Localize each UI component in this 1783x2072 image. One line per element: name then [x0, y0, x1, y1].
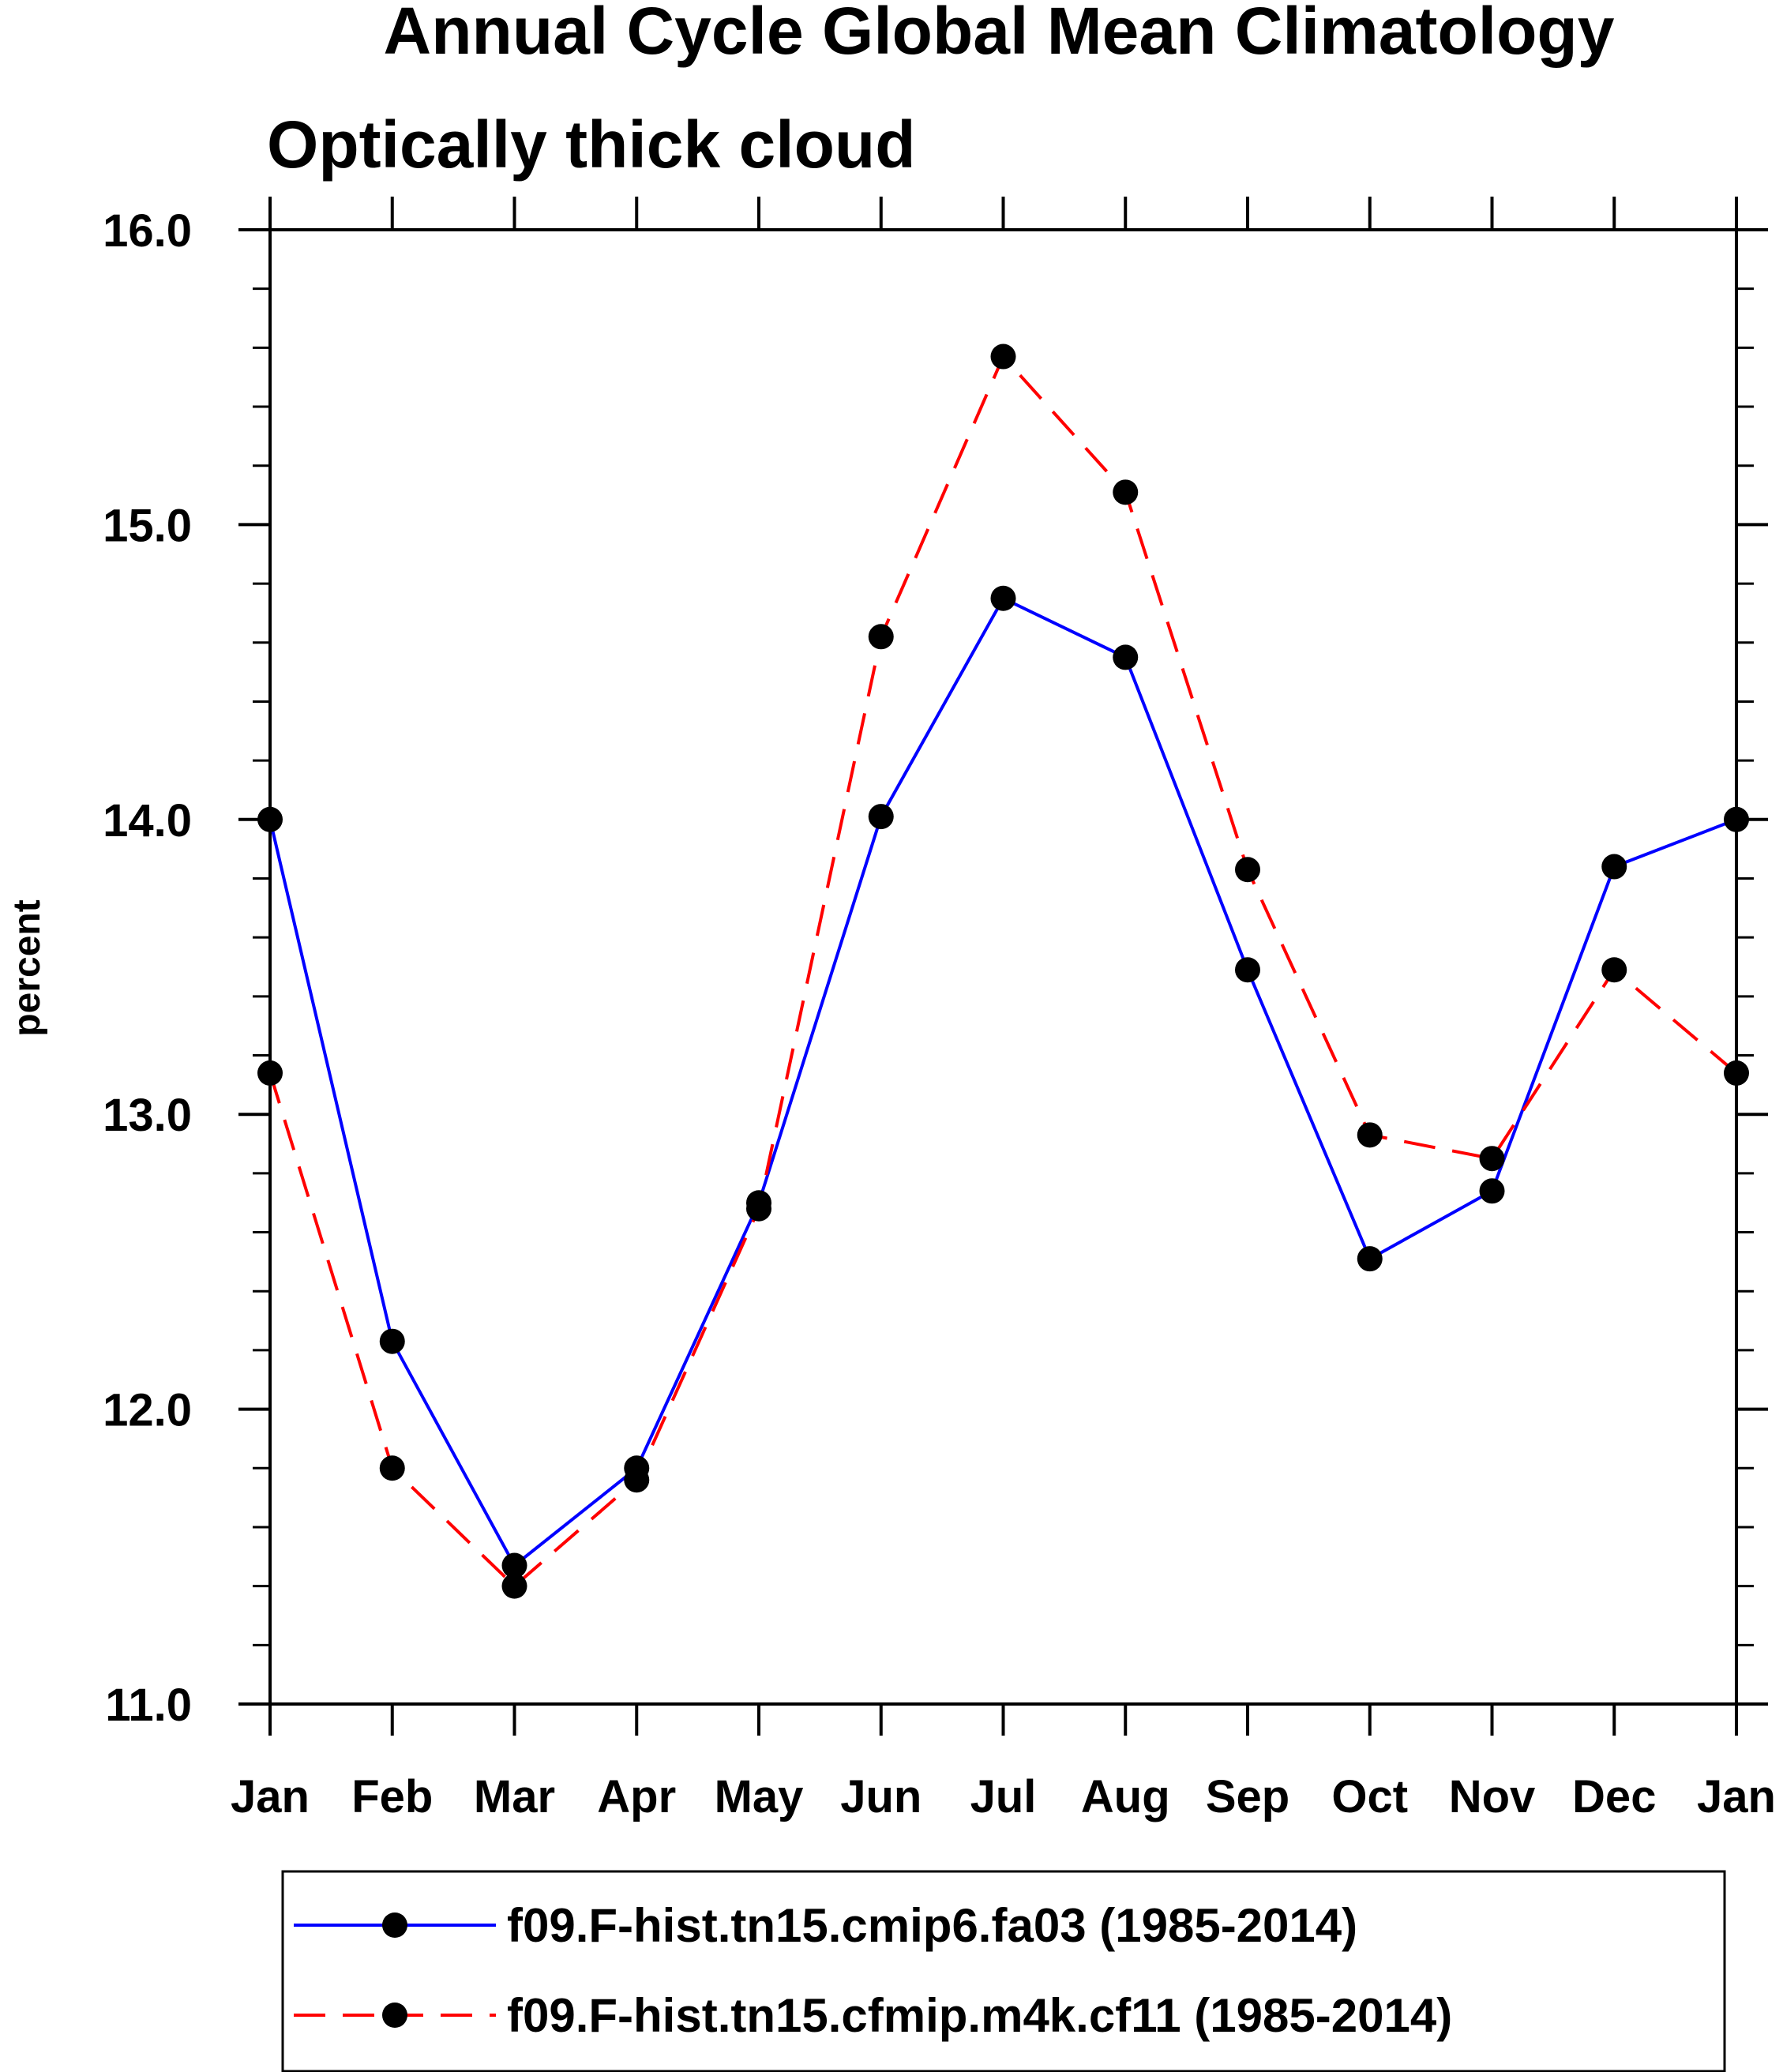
data-point-series-1: [1479, 1178, 1505, 1204]
legend-marker-series-1: [382, 1912, 407, 1938]
data-point-series-2: [1601, 957, 1627, 983]
legend-label-series-1: f09.F-hist.tn15.cmip6.fa03 (1985-2014): [507, 1899, 1357, 1952]
data-point-series-2: [1724, 1060, 1749, 1086]
y-tick-label: 11.0: [105, 1680, 192, 1731]
series-line-2: [268, 355, 1738, 1588]
x-tick-label: Jul: [970, 1771, 1037, 1822]
data-point-series-1: [1724, 806, 1749, 832]
y-tick-label: 13.0: [103, 1090, 192, 1141]
x-tick-label: Jun: [840, 1771, 922, 1822]
x-tick-label: Jan: [1697, 1771, 1776, 1822]
legend-box: [281, 1870, 1726, 2072]
y-tick-label: 16.0: [103, 205, 192, 257]
x-tick-label: Mar: [474, 1771, 555, 1822]
data-point-series-2: [1235, 857, 1260, 883]
data-point-series-1: [1235, 957, 1260, 983]
data-point-series-2: [257, 1060, 283, 1086]
x-tick-label: Sep: [1206, 1771, 1289, 1822]
data-point-series-1: [1601, 854, 1627, 880]
data-point-series-2: [1479, 1146, 1505, 1172]
data-point-series-2: [1113, 479, 1139, 505]
legend-marker-series-2: [382, 2003, 407, 2028]
data-point-series-2: [1357, 1122, 1383, 1148]
y-axis-label: percent: [6, 899, 48, 1036]
axis-ticks: [238, 197, 1768, 1736]
data-point-series-2: [501, 1573, 527, 1599]
chart-title: Annual Cycle Global Mean Climatology: [384, 0, 1615, 68]
chart-subtitle: Optically thick cloud: [267, 107, 916, 182]
x-tick-labels: Jan Feb Mar Apr May Jun Jul Aug Sep Oct Nov Dec Jan: [231, 1771, 1776, 1822]
x-tick-label: Dec: [1572, 1771, 1656, 1822]
data-point-series-2: [624, 1467, 650, 1493]
x-tick-label: Apr: [597, 1771, 676, 1822]
series-line-1: [268, 596, 1737, 1567]
x-tick-label: Feb: [351, 1771, 433, 1822]
data-point-series-1: [257, 806, 283, 832]
y-tick-label: 15.0: [103, 500, 192, 551]
data-point-series-1: [501, 1552, 527, 1578]
series-layer: [257, 343, 1749, 1599]
data-point-series-2: [868, 624, 894, 650]
data-point-series-2: [746, 1196, 771, 1222]
legend-label-series-2: f09.F-hist.tn15.cfmip.m4k.cf11 (1985-201…: [507, 1989, 1452, 2042]
x-tick-label: Nov: [1449, 1771, 1536, 1822]
y-tick-labels: 11.0 12.0 13.0 14.0 15.0 16.0: [103, 205, 192, 1731]
data-point-series-2: [990, 343, 1016, 370]
x-tick-label: Jan: [231, 1771, 310, 1822]
data-point-series-1: [1357, 1246, 1383, 1272]
data-point-series-1: [379, 1328, 405, 1354]
y-tick-label: 14.0: [103, 795, 192, 846]
plot-frame: [268, 228, 1738, 1706]
legend: f09.F-hist.tn15.cmip6.fa03 (1985-2014) f…: [281, 1870, 1726, 2072]
data-point-series-1: [868, 804, 894, 830]
data-point-series-2: [379, 1455, 405, 1481]
x-tick-label: Oct: [1331, 1771, 1408, 1822]
x-tick-label: May: [715, 1771, 804, 1822]
data-point-series-1: [990, 585, 1016, 611]
data-point-series-1: [1113, 644, 1139, 670]
y-tick-label: 12.0: [103, 1385, 192, 1436]
x-tick-label: Aug: [1081, 1771, 1170, 1822]
